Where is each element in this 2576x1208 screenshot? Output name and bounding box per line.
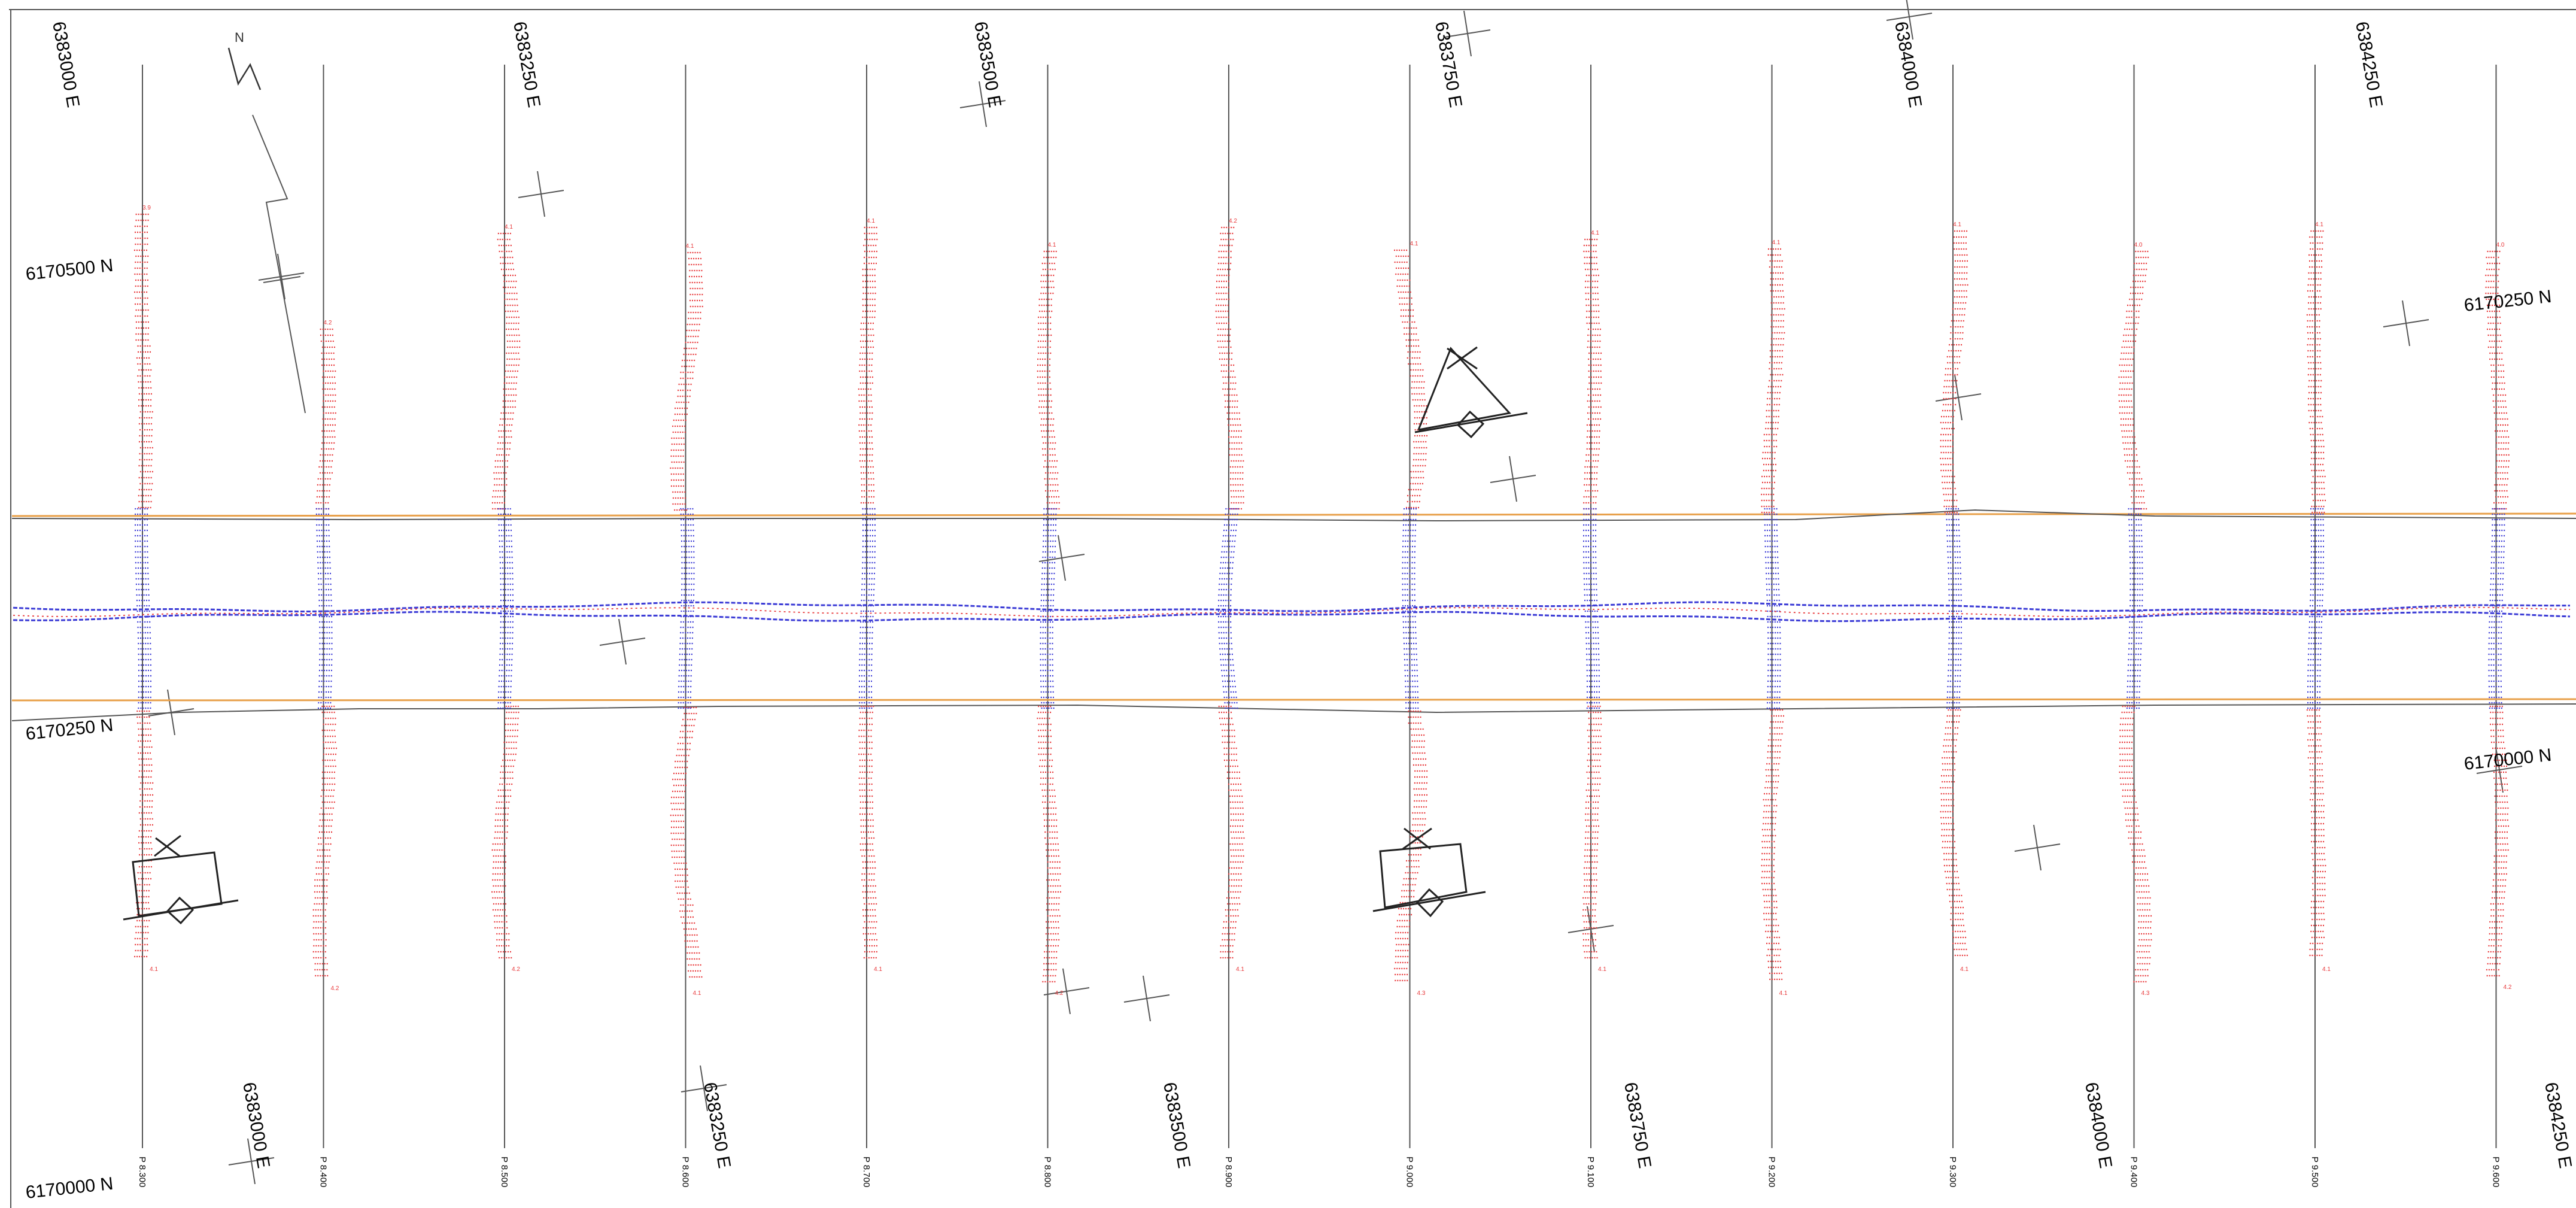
- channel-boundary-top-grey: [11, 509, 2576, 522]
- channel-boundaries: [11, 509, 2576, 721]
- profile-label: P 9.000: [1405, 1157, 1415, 1187]
- profile-top-value: 4.2: [324, 320, 332, 326]
- grid-cross-mark: [258, 253, 305, 300]
- structure-marker-icon: [1414, 346, 1528, 439]
- profile-label: P 8.600: [681, 1157, 691, 1187]
- profile-bottom-value: 4.1: [1960, 966, 1969, 973]
- profile-label: P 8.700: [861, 1157, 871, 1187]
- northing-label-left: 6170500 N: [25, 256, 114, 284]
- profile-label: P 8.500: [499, 1157, 509, 1187]
- profile-bottom-value: 4.1: [1598, 966, 1606, 973]
- grid-cross-mark: [1490, 456, 1536, 502]
- profile-top-value: 4.1: [686, 243, 694, 250]
- easting-label-bottom: 6384250 E: [2541, 1080, 2575, 1170]
- easting-label-bottom: 6383750 E: [1620, 1080, 1655, 1170]
- profile-bottom-value: 4.1: [1779, 990, 1788, 997]
- easting-label-top: 6383250 E: [509, 20, 544, 109]
- grid-cross-mark: [681, 1065, 727, 1112]
- profile-top-value: 4.2: [1229, 218, 1237, 224]
- profile-label: P 9.600: [2491, 1157, 2501, 1187]
- profile-top-value: 3.9: [142, 205, 151, 211]
- grid-cross-mark: [1935, 374, 1982, 421]
- profile-top-value: 4.0: [2496, 242, 2505, 248]
- profile-bottom-value: 4.1: [2322, 966, 2331, 973]
- northing-labels: 6170500 N 6170250 N 6170000 N 6170250 N …: [25, 256, 2552, 1203]
- profile-bottom-value: 4.1: [150, 966, 158, 973]
- easting-label-top: 6384000 E: [1891, 20, 1925, 109]
- profile-label: P 9.500: [2310, 1157, 2320, 1187]
- northing-label-left: 6170000 N: [25, 1174, 114, 1203]
- grid-cross-mark: [2383, 300, 2429, 347]
- grid-cross-mark: [2014, 824, 2061, 871]
- value-labels: 3.9 4.1 4.2 4.2 4.1 4.2 4.1 4.1 4.1 4.1 4.1 4.2 4.2 4…: [142, 205, 2512, 997]
- grid-cross-mark: [1123, 975, 1170, 1022]
- grid-cross-mark: [1444, 10, 1491, 57]
- profile-top-value: 4.1: [505, 224, 513, 230]
- structure-marker-icon: [123, 834, 239, 925]
- profile-label: P 8.800: [1043, 1157, 1053, 1187]
- profile-bottom-value: 4.1: [693, 990, 701, 997]
- northing-label-right: 6170000 N: [2463, 745, 2552, 774]
- north-arrow-letter-group: N: [235, 30, 244, 45]
- profile-top-value: 4.1: [1591, 230, 1599, 236]
- profile-bottom-value: 4.1: [874, 966, 882, 973]
- depth-sounding-channel-axis: [13, 606, 2571, 617]
- profile-top-value: 4.1: [1410, 241, 1418, 247]
- grid-cross-mark: [959, 81, 1006, 128]
- profile-label: P 9.200: [1767, 1157, 1777, 1187]
- north-arrow-letter: N: [235, 30, 244, 45]
- profile-top-value: 4.1: [1772, 239, 1781, 246]
- easting-label-top: 6383500 E: [970, 20, 1005, 109]
- profile-label: P 8.900: [1223, 1157, 1234, 1187]
- profile-top-value: 4.1: [867, 218, 875, 224]
- profile-bottom-value: 4.2: [1055, 990, 1064, 997]
- easting-label-top: 6383750 E: [1431, 20, 1466, 109]
- profile-bottom-value: 4.1: [1236, 966, 1244, 973]
- profile-top-value: 4.1: [1048, 242, 1056, 248]
- grid-cross-mark: [1886, 0, 1933, 40]
- profile-top-value: 4.1: [2315, 221, 2323, 228]
- easting-label-top: 6383000 E: [48, 20, 83, 109]
- easting-label-top: 6384250 E: [2352, 20, 2386, 109]
- grid-cross-mark: [1038, 535, 1085, 581]
- profile-bottom-value: 4.2: [331, 985, 339, 992]
- depth-soundings: [13, 213, 2571, 983]
- profile-label: P 8.300: [137, 1157, 147, 1187]
- easting-label-bottom: 6383250 E: [700, 1080, 734, 1170]
- channel-boundary-bottom-orange: [11, 698, 2576, 702]
- depth-sounding-channel-axis: [13, 611, 2571, 623]
- profile-top-value: 4.0: [2134, 242, 2143, 248]
- north-arrow-icon: [227, 47, 306, 414]
- grid-cross-marks: [148, 0, 2523, 1185]
- grid-cross-mark: [518, 171, 564, 217]
- easting-label-bottom: 6383000 E: [239, 1080, 274, 1170]
- profile-bottom-value: 4.3: [1417, 990, 1426, 997]
- profile-label: P 8.400: [318, 1157, 329, 1187]
- easting-label-bottom: 6384000 E: [2081, 1080, 2116, 1170]
- grid-cross-mark: [228, 1138, 275, 1185]
- structure-marker-icon: [1372, 827, 1486, 918]
- profile-bottom-value: 4.2: [512, 966, 520, 973]
- grid-cross-mark: [1043, 968, 1090, 1015]
- channel-boundary-bottom-grey: [11, 703, 2576, 721]
- grid-cross-mark: [2476, 746, 2523, 793]
- grid-cross-mark: [599, 618, 646, 665]
- channel-boundary-top-orange: [11, 512, 2576, 517]
- depth-sounding-channel-axis: [13, 601, 2570, 612]
- easting-labels-top: 6383000 E 6383250 E 6383500 E 6383750 E …: [48, 20, 2386, 109]
- profile-label: P 9.300: [1948, 1157, 1958, 1187]
- northing-label-right: 6170250 N: [2463, 287, 2552, 315]
- profile-label: P 9.100: [1585, 1157, 1596, 1187]
- easting-label-bottom: 6383500 E: [1159, 1080, 1194, 1170]
- profile-label: P 9.400: [2129, 1157, 2139, 1187]
- profile-bottom-value: 4.3: [2141, 990, 2150, 997]
- profile-top-value: 4.1: [1953, 221, 1961, 228]
- profile-labels: P 8.300 P 8.400 P 8.500 P 8.600 P 8.700 P 8.8…: [137, 1157, 2501, 1187]
- profile-bottom-value: 4.2: [2504, 984, 2512, 991]
